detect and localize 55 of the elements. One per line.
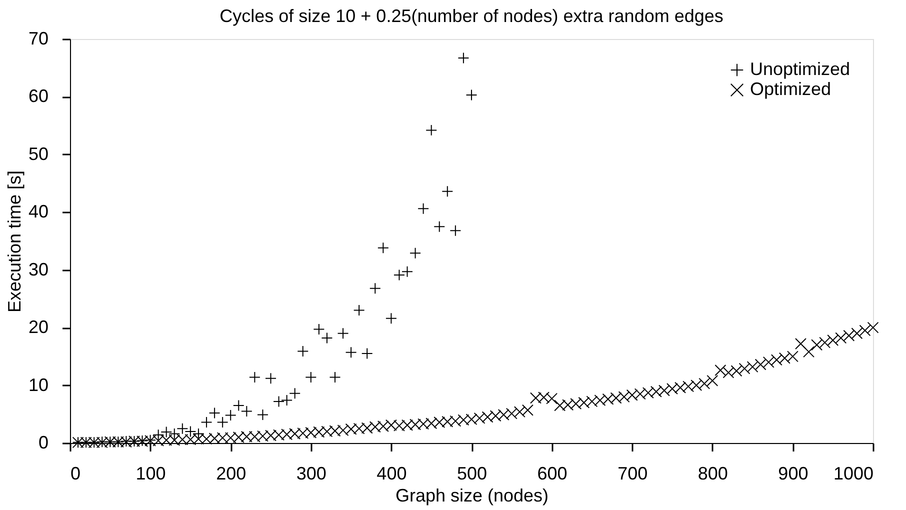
y-tick-label: 50 (28, 144, 48, 164)
point (369, 282, 381, 294)
x-axis-title: Graph size (nodes) (395, 486, 549, 506)
point (305, 371, 317, 383)
point (450, 224, 462, 236)
point (402, 266, 414, 278)
y-tick-label: 20 (28, 317, 48, 338)
point (361, 348, 373, 360)
y-tick-label: 10 (28, 374, 48, 395)
legend-label: Unoptimized (750, 59, 850, 79)
x-tick-label: 300 (296, 464, 326, 484)
point (313, 324, 325, 336)
x-tick-label: 900 (778, 464, 808, 484)
point (353, 304, 365, 316)
point (321, 332, 333, 344)
x-tick-label: 0 (70, 464, 81, 484)
point (297, 345, 309, 357)
y-tick-label: 30 (28, 259, 48, 280)
point (273, 396, 285, 408)
y-tick-label: 60 (28, 86, 48, 106)
point (224, 410, 236, 422)
x-tick-label: 1000 (833, 464, 874, 484)
x-tick-label: 800 (698, 464, 728, 484)
point (337, 328, 349, 340)
point (377, 242, 389, 254)
point (385, 312, 397, 324)
y-tick-label: 0 (38, 432, 48, 452)
point (393, 269, 405, 281)
point (248, 371, 260, 383)
point (442, 186, 454, 198)
y-tick-label: 40 (28, 202, 48, 222)
point (281, 394, 293, 406)
point (410, 247, 422, 259)
point (458, 52, 470, 64)
x-tick-label: 500 (456, 464, 488, 484)
y-tick-label: 70 (28, 28, 48, 48)
point (434, 220, 446, 232)
x-tick-label: 400 (376, 464, 407, 484)
point (265, 372, 276, 384)
chart-title: Cycles of size 10 + 0.25(number of nodes) extra random edges (220, 6, 724, 26)
x-tick-label: 100 (136, 464, 166, 484)
point (418, 202, 430, 214)
point (329, 371, 341, 383)
point (216, 416, 228, 428)
x-tick-label: 200 (216, 464, 246, 484)
x-tick-label: 600 (537, 464, 568, 484)
point (208, 407, 220, 419)
point (256, 408, 268, 420)
point (289, 388, 301, 400)
x-tick-label: 700 (618, 464, 648, 484)
point (426, 124, 438, 136)
point (345, 346, 357, 358)
legend-label: Optimized (750, 79, 832, 99)
y-axis-title: Execution time [s] (4, 170, 24, 313)
point (200, 416, 212, 428)
